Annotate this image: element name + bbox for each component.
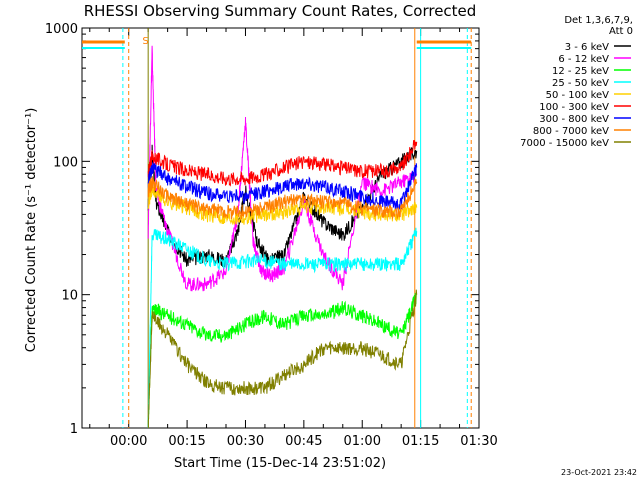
series-lines: S xyxy=(82,28,472,429)
legend-label: 12 - 25 keV xyxy=(552,66,609,77)
legend-label: 800 - 7000 keV xyxy=(533,126,609,137)
y-tick-label: 10 xyxy=(61,289,78,304)
legend-label: 7000 - 15000 keV xyxy=(520,138,609,149)
series-line xyxy=(147,227,418,429)
legend-header: Det 1,3,6,7,9, xyxy=(564,15,633,26)
footer-timestamp: 23-Oct-2021 23:42 xyxy=(561,468,637,477)
series-line xyxy=(147,176,418,221)
legend-label: 25 - 50 keV xyxy=(552,78,609,89)
x-tick-label: 00:00 xyxy=(110,434,147,449)
flag-label: S xyxy=(142,36,148,47)
y-tick-label: 1 xyxy=(70,422,78,437)
x-axis-label: Start Time (15-Dec-14 23:51:02) xyxy=(174,456,386,471)
legend-label: 6 - 12 keV xyxy=(558,54,609,65)
x-tick-label: 00:30 xyxy=(227,434,264,449)
plot-frame xyxy=(81,27,480,429)
axis-ticks: 00:00 00:15 00:30 00:45 01:00 01:15 01:30 1 10 10… xyxy=(45,22,498,449)
y-axis-label: Corrected Count Rate (s⁻¹ detector⁻¹) xyxy=(24,108,39,353)
y-tick-label: 100 xyxy=(53,155,78,170)
y-tick-label: 1000 xyxy=(45,22,78,37)
series-line xyxy=(147,292,418,426)
legend-header: Att 0 xyxy=(609,26,633,37)
series-line xyxy=(147,140,418,187)
legend-label: 50 - 100 keV xyxy=(546,90,610,101)
series-line xyxy=(147,289,418,429)
chart-title: RHESSI Observing Summary Count Rates, Co… xyxy=(84,2,477,20)
x-tick-label: 00:45 xyxy=(285,434,322,449)
x-tick-label: 00:15 xyxy=(168,434,205,449)
legend-label: 300 - 800 keV xyxy=(539,114,609,125)
legend-label: 100 - 300 keV xyxy=(539,102,609,113)
x-tick-label: 01:00 xyxy=(344,434,381,449)
legend-label: 3 - 6 keV xyxy=(565,42,609,53)
series-line xyxy=(147,144,418,268)
series-line xyxy=(147,162,418,212)
x-tick-label: 01:30 xyxy=(460,434,497,449)
x-tick-label: 01:15 xyxy=(402,434,439,449)
